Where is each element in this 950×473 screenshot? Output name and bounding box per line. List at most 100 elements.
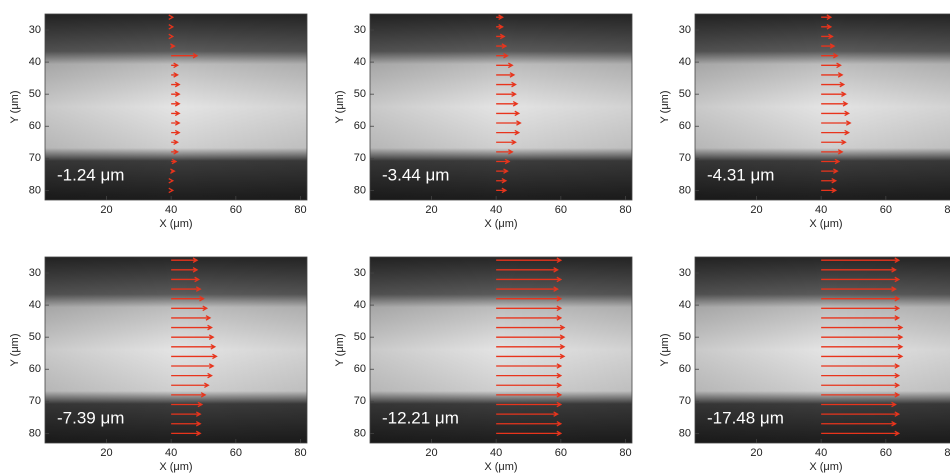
velocity-arrow [821, 411, 901, 417]
x-tick-label: 40 [490, 204, 502, 216]
y-tick-label: 70 [29, 152, 41, 164]
panel: 20 40 60 80 30 40 50 60 70 80 X (μm) Y (μm) -17.48 μ… [659, 256, 950, 473]
y-tick-label: 50 [29, 331, 41, 343]
y-tick-label: 80 [354, 184, 366, 196]
velocity-arrow [821, 372, 901, 379]
velocity-arrow [171, 267, 199, 273]
x-tick-label: 20 [750, 204, 762, 216]
y-tick-label: 70 [679, 395, 691, 407]
y-tick-label: 60 [679, 363, 691, 375]
x-axis-label: X (μm) [159, 218, 192, 230]
velocity-arrow [496, 392, 563, 398]
velocity-arrow [171, 430, 202, 437]
y-tick-label: 40 [679, 56, 691, 68]
depth-annotation: -3.44 μm [382, 165, 449, 184]
velocity-arrow [821, 168, 839, 174]
velocity-arrow [821, 101, 849, 107]
velocity-arrow [171, 305, 209, 312]
velocity-arrow [171, 52, 199, 59]
y-tick-label: 40 [354, 299, 366, 311]
panel: 20 40 60 80 30 40 50 60 70 80 X (μm) Y (μm) -1.24 μm [9, 13, 308, 230]
y-axis-label: Y (μm) [659, 333, 671, 366]
velocity-arrow [496, 120, 522, 126]
velocity-arrow [821, 382, 901, 389]
x-tick-label: 60 [880, 204, 892, 216]
velocity-arrow [821, 295, 901, 302]
x-tick-label: 40 [490, 447, 502, 459]
velocity-arrow [496, 324, 566, 331]
velocity-arrow [496, 177, 508, 184]
x-tick-label: 60 [880, 447, 892, 459]
velocity-arrow [496, 43, 508, 49]
y-tick-label: 70 [354, 152, 366, 164]
image-shading [370, 257, 632, 443]
y-axis-label: Y (μm) [9, 333, 21, 366]
x-tick-label: 20 [100, 447, 112, 459]
velocity-arrow [496, 81, 517, 88]
velocity-arrow [821, 363, 901, 369]
y-tick-label: 60 [354, 363, 366, 375]
velocity-arrow [170, 168, 176, 174]
x-tick-label: 60 [555, 447, 567, 459]
velocity-arrow [821, 334, 904, 340]
x-tick-label: 40 [815, 447, 827, 459]
velocity-arrow [171, 324, 213, 331]
velocity-arrow [496, 257, 563, 263]
velocity-arrow [171, 120, 181, 126]
velocity-arrow [821, 187, 838, 194]
velocity-arrow [496, 353, 566, 360]
y-tick-label: 50 [354, 331, 366, 343]
x-axis-label: X (μm) [809, 218, 842, 230]
velocity-arrow [821, 392, 901, 398]
velocity-arrow [821, 110, 850, 117]
velocity-arrow [496, 411, 559, 417]
velocity-arrow [496, 315, 563, 321]
velocity-arrow [821, 315, 901, 321]
x-tick-label: 60 [555, 204, 567, 216]
y-tick-label: 80 [679, 184, 691, 196]
y-tick-label: 60 [354, 120, 366, 132]
velocity-arrow [821, 129, 850, 136]
velocity-arrow [496, 276, 563, 283]
velocity-arrow [496, 91, 517, 97]
velocity-arrow [496, 110, 521, 117]
x-tick-label: 40 [165, 204, 177, 216]
velocity-arrow [496, 72, 516, 78]
velocity-arrow [821, 401, 897, 408]
image-shading [695, 257, 950, 443]
x-tick-label: 80 [294, 204, 306, 216]
velocity-arrow [821, 24, 833, 30]
velocity-arrow [171, 276, 200, 283]
velocity-arrow [821, 72, 844, 78]
velocity-arrow [496, 158, 511, 165]
depth-annotation: -4.31 μm [707, 165, 774, 184]
velocity-arrow [171, 420, 202, 427]
y-axis-label: Y (μm) [9, 90, 21, 123]
x-tick-label: 40 [165, 447, 177, 459]
velocity-arrow [821, 257, 901, 263]
velocity-arrow [496, 33, 506, 40]
velocity-arrow [496, 168, 509, 174]
x-tick-label: 20 [100, 204, 112, 216]
velocity-arrow [821, 177, 838, 184]
x-tick-label: 20 [425, 447, 437, 459]
velocity-arrow [821, 305, 901, 312]
y-tick-label: 30 [679, 24, 691, 36]
y-tick-label: 30 [354, 267, 366, 279]
velocity-arrow [821, 267, 897, 273]
y-axis-label: Y (μm) [334, 90, 346, 123]
velocity-arrow [171, 158, 178, 165]
velocity-arrow [496, 52, 509, 59]
velocity-arrow [171, 286, 202, 292]
velocity-arrow [496, 305, 563, 312]
image-shading [45, 257, 307, 443]
y-tick-label: 80 [29, 427, 41, 439]
velocity-arrow [171, 110, 181, 117]
velocity-arrow [496, 334, 566, 340]
velocity-arrow [170, 43, 176, 49]
velocity-arrow [496, 14, 504, 20]
y-tick-label: 30 [679, 267, 691, 279]
y-tick-label: 60 [29, 120, 41, 132]
y-tick-label: 30 [29, 24, 41, 36]
